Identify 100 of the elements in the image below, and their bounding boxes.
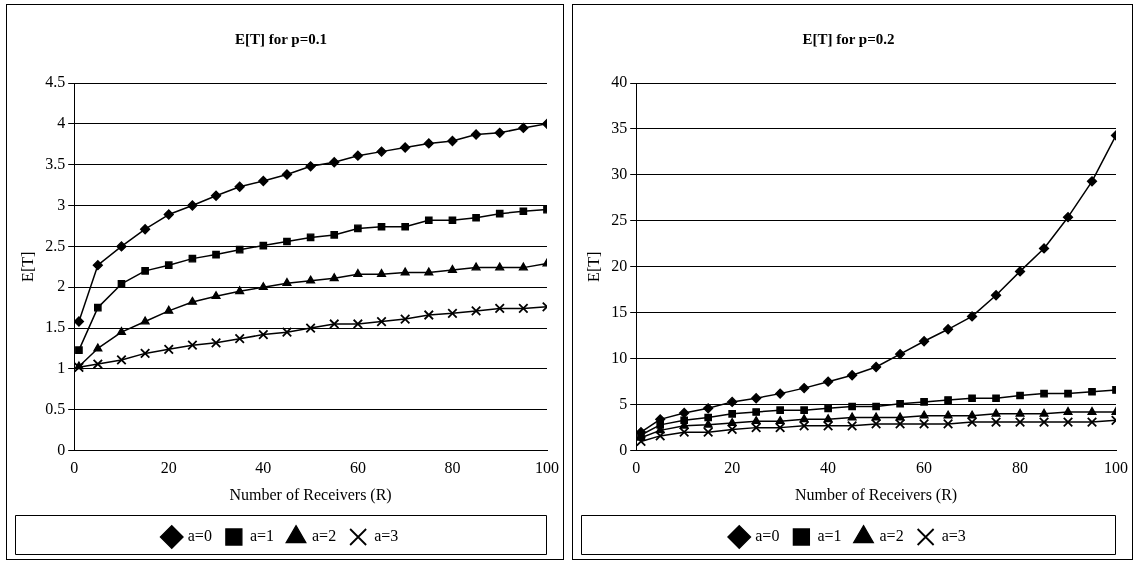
point [518,303,529,314]
x-tick-label: 60 [916,459,933,477]
point [210,190,222,201]
point [494,303,505,314]
point [447,264,457,273]
point [141,267,149,275]
point [680,416,689,425]
point [235,286,245,295]
point [424,267,434,276]
x-tick-label: 80 [1012,459,1029,477]
legend-label: a=2 [879,527,904,545]
x-axis-title: Number of Receivers (R) [229,485,392,504]
point [896,399,904,408]
y-axis-title: E[T] [584,251,602,282]
point [495,209,504,218]
point [751,393,762,404]
y-tick-label: 4 [57,114,66,132]
y-tick-label: 4.5 [45,73,66,91]
point [872,402,880,411]
point [870,361,882,373]
y-tick-label: 1 [57,359,66,377]
point [282,277,292,287]
point [423,138,434,149]
point [1062,212,1074,223]
point [258,329,269,340]
y-tick-label: 20 [611,257,628,274]
point [751,422,762,433]
point [93,343,103,352]
point [400,267,410,276]
point [259,241,268,250]
x-axis-title: Number of Receivers (R) [795,485,958,504]
y-tick-label: 2.5 [45,236,66,254]
x-tick-label: 80 [444,459,461,477]
point [187,200,198,211]
point [727,396,738,408]
legend-label: a=0 [755,527,780,545]
point [470,305,482,317]
point [75,346,83,354]
legend-label: a=3 [941,527,966,545]
point [400,142,411,153]
point [870,418,882,430]
legend-label: a=1 [817,527,842,545]
point [1038,243,1050,254]
point [990,290,1002,301]
point [636,436,647,447]
point [991,408,1001,417]
x-tick-label: 0 [70,459,79,477]
point [116,354,127,366]
x-tick-label: 100 [535,459,559,477]
point [139,348,151,359]
point [258,175,269,187]
point [235,245,244,254]
point [967,410,977,419]
point [376,269,387,278]
point [918,336,930,347]
point [330,231,339,239]
x-tick-label: 0 [632,459,641,477]
point [470,129,482,140]
y-tick-label: 25 [611,211,628,229]
point [966,311,978,322]
point [1087,406,1097,415]
point [163,209,174,220]
point [751,416,761,425]
point [329,157,340,168]
point [919,410,929,419]
point [775,422,786,433]
point [423,309,434,321]
point [1063,406,1073,415]
point [1015,408,1025,417]
point [1088,387,1096,396]
point [1016,391,1024,400]
point [942,324,954,335]
point [164,305,174,314]
y-tick-label: 15 [611,302,628,320]
point [329,273,339,282]
point [234,333,245,344]
point [822,420,834,431]
point [94,303,102,312]
point [353,269,363,278]
point [117,280,126,288]
point [703,427,714,438]
point [234,181,245,192]
legend-label: a=0 [187,527,212,545]
point [164,261,173,269]
point [187,340,198,351]
point [920,398,928,406]
point [116,327,127,336]
point [895,412,905,421]
point [728,410,736,418]
point [471,262,481,271]
point [447,308,458,319]
point [822,376,834,387]
y-tick-label: 2 [57,277,66,295]
point [139,224,151,235]
x-tick-label: 40 [255,459,272,477]
point [74,316,85,327]
point [1038,416,1050,428]
point [871,412,881,421]
point [918,418,930,430]
point [1014,266,1026,277]
